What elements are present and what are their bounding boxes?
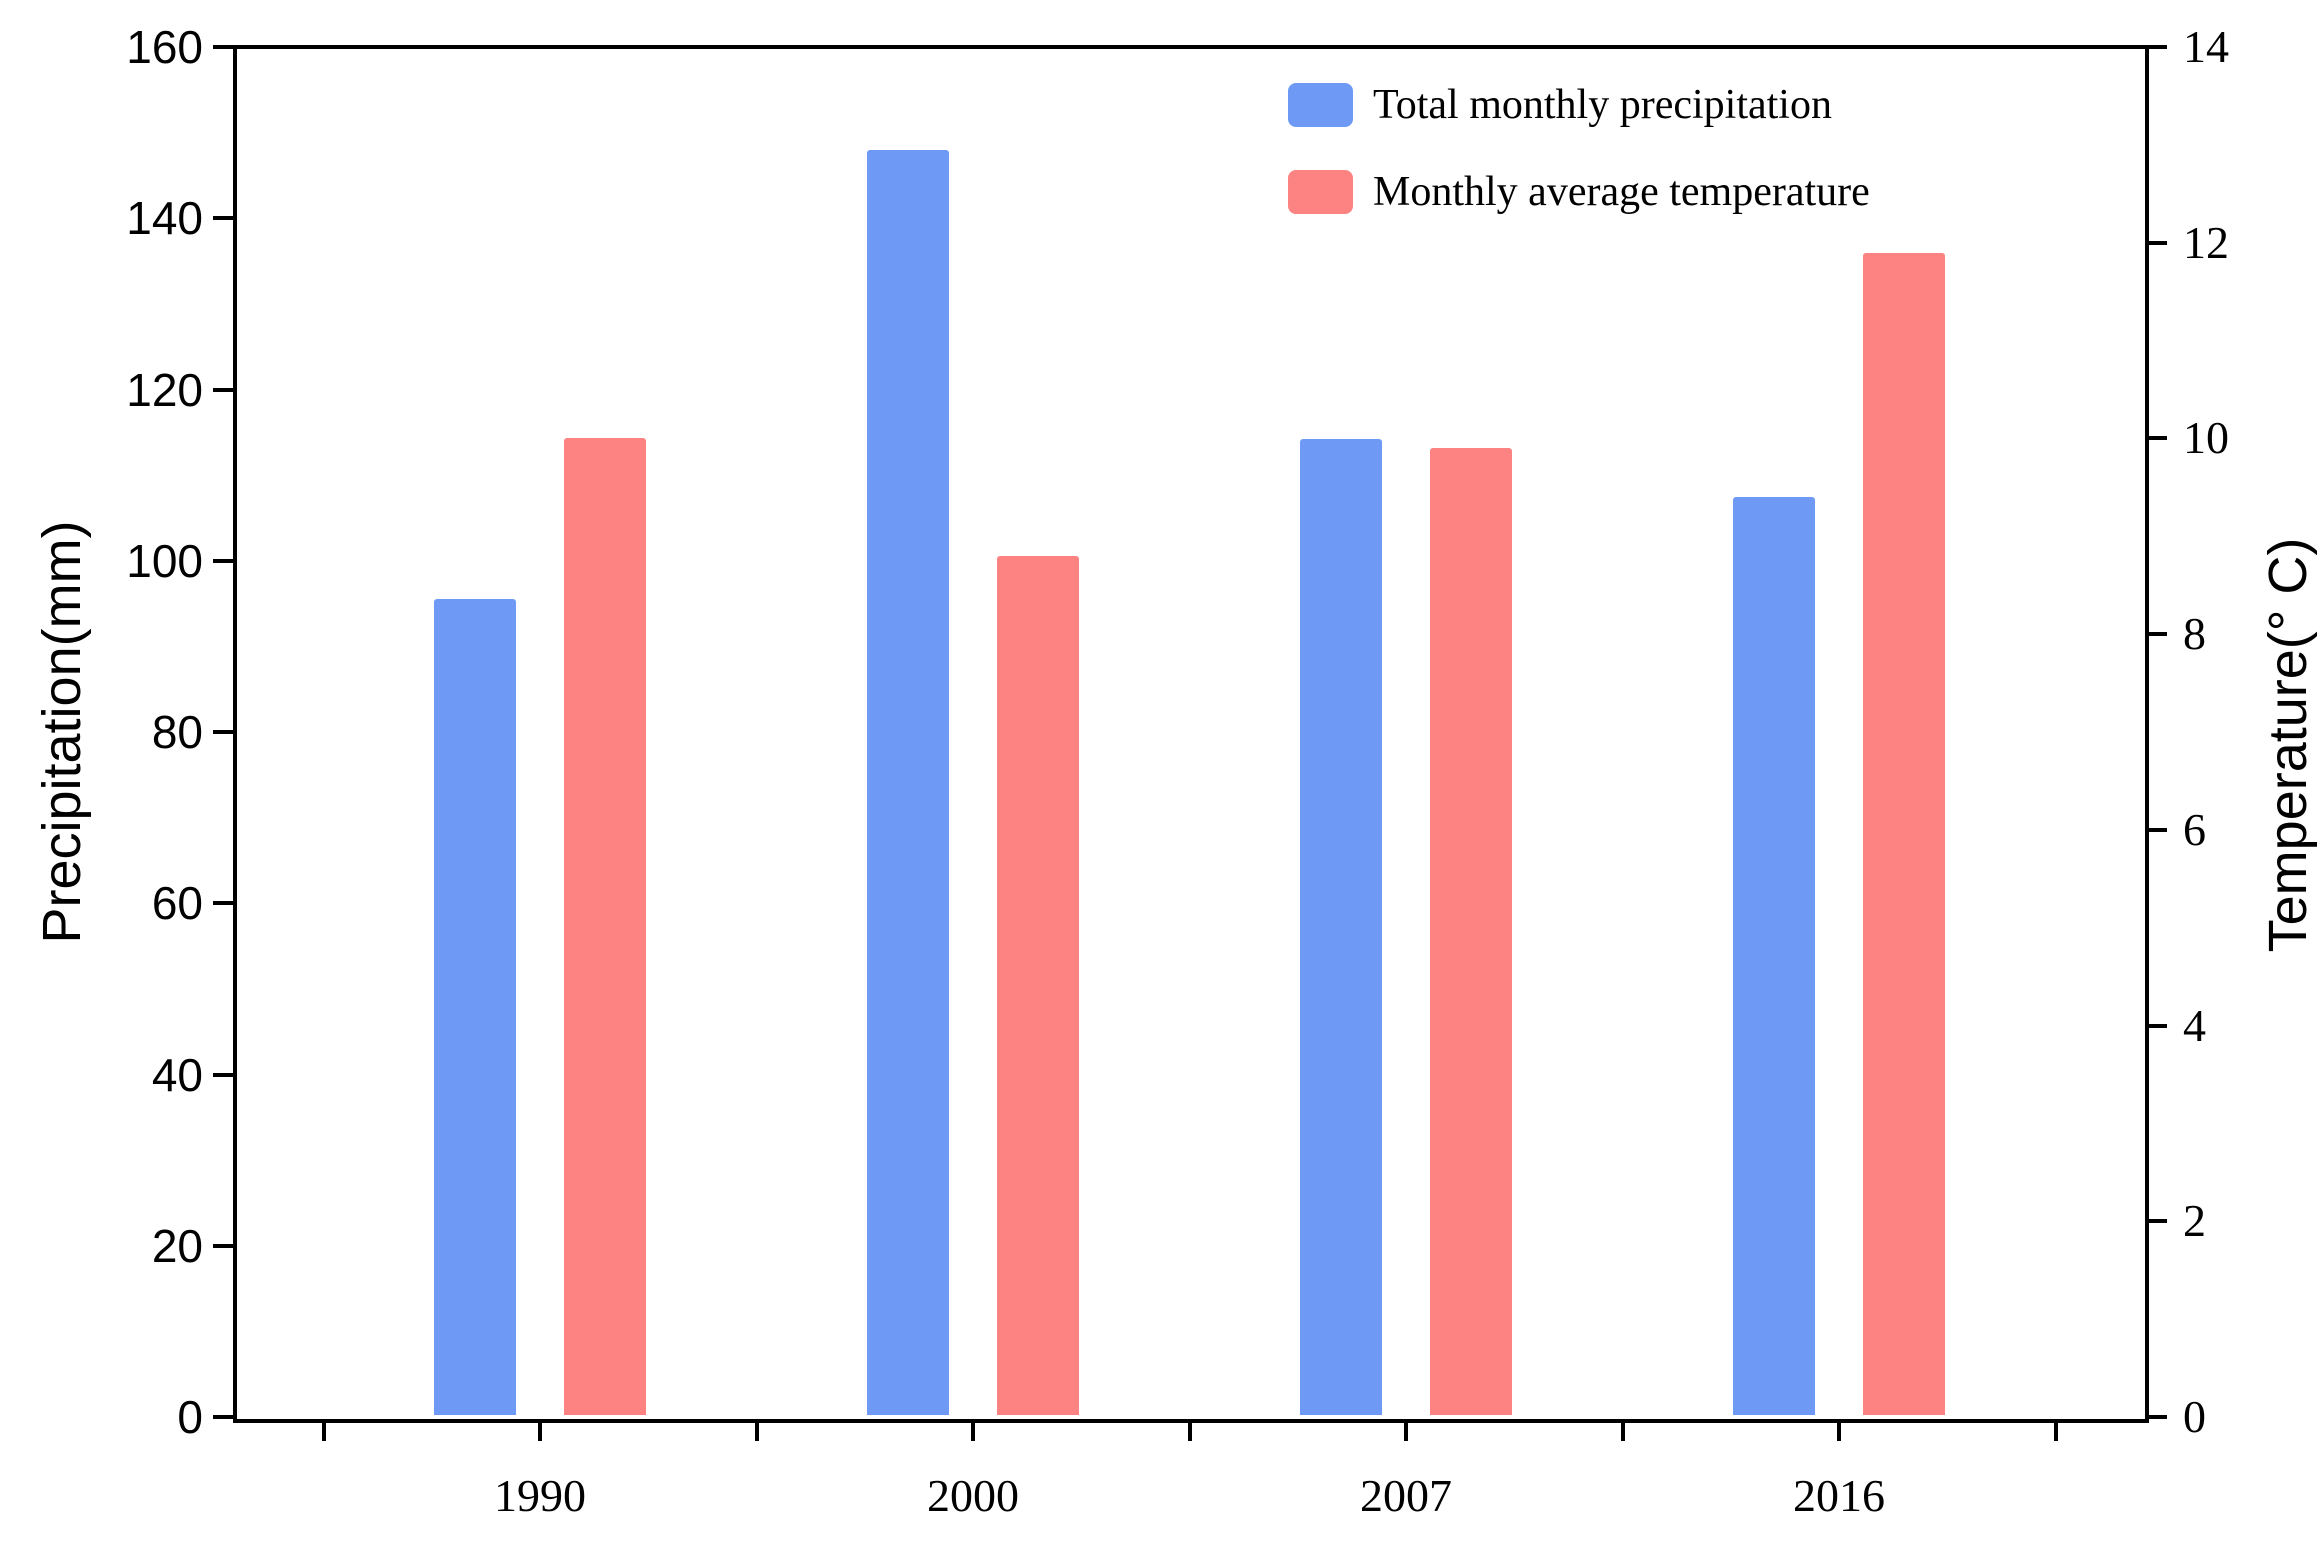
x-major-tick: [971, 1419, 975, 1441]
bar-precipitation-1990: [434, 599, 516, 1415]
legend-label: Monthly average temperature: [1373, 169, 1870, 215]
right-y-tick-label: 12: [2183, 216, 2229, 268]
left-y-tick-label: 20: [151, 1219, 203, 1272]
legend-swatch-precipitation: [1288, 83, 1353, 127]
x-minor-tick: [754, 1419, 759, 1441]
right-y-tick: [2145, 1415, 2167, 1419]
plot-area: [233, 45, 2149, 1423]
right-y-tick: [2145, 436, 2167, 441]
left-y-tick-label: 160: [126, 21, 203, 73]
x-minor-tick: [1620, 1419, 1625, 1441]
right-axis-title: Temperature(° C): [2258, 537, 2318, 953]
x-tick-label: 2000: [927, 1470, 1019, 1521]
left-y-tick: [213, 730, 235, 734]
left-y-tick: [213, 901, 235, 906]
left-y-tick-label: 80: [151, 706, 203, 758]
x-tick-label: 2016: [1793, 1470, 1885, 1521]
legend-row: Monthly average temperature: [1288, 169, 1870, 215]
left-y-tick: [213, 216, 235, 221]
left-y-tick: [213, 45, 235, 49]
left-y-tick-label: 100: [126, 534, 203, 587]
left-y-tick: [213, 1415, 235, 1419]
bar-precipitation-2016: [1733, 496, 1815, 1415]
right-y-tick: [2145, 827, 2167, 832]
x-tick-label: 1990: [494, 1470, 586, 1521]
x-minor-tick: [321, 1419, 326, 1441]
right-y-tick: [2145, 1219, 2167, 1224]
right-y-tick-label: 4: [2183, 999, 2206, 1051]
legend-label: Total monthly precipitation: [1373, 82, 1832, 128]
right-y-tick-label: 10: [2183, 412, 2229, 464]
x-major-tick: [1837, 1419, 1841, 1441]
right-y-tick-label: 0: [2183, 1391, 2206, 1442]
right-y-tick: [2145, 1023, 2167, 1028]
left-y-tick-label: 40: [151, 1048, 203, 1101]
x-tick-label: 2007: [1360, 1470, 1452, 1521]
left-y-tick: [213, 558, 235, 563]
x-minor-tick: [1187, 1419, 1192, 1441]
right-y-tick: [2145, 632, 2167, 637]
bar-temperature-2016: [1863, 252, 1945, 1415]
legend-swatch-temperature: [1288, 170, 1353, 214]
bar-temperature-2007: [1430, 448, 1512, 1415]
left-y-tick: [213, 387, 235, 392]
bar-precipitation-2007: [1300, 439, 1382, 1415]
bar-precipitation-2000: [867, 149, 949, 1415]
left-y-tick-label: 140: [126, 192, 203, 245]
left-axis-title: Precipitation(mm): [32, 520, 92, 944]
right-y-tick-label: 8: [2183, 608, 2206, 660]
legend-row: Total monthly precipitation: [1288, 82, 1832, 128]
x-major-tick: [1404, 1419, 1408, 1441]
left-y-tick-label: 60: [151, 877, 203, 930]
x-major-tick: [538, 1419, 542, 1441]
left-y-tick: [213, 1243, 235, 1248]
right-y-tick-label: 6: [2183, 803, 2206, 855]
right-y-tick-label: 2: [2183, 1195, 2206, 1247]
x-minor-tick: [2053, 1419, 2058, 1441]
left-y-tick: [213, 1072, 235, 1077]
bar-temperature-1990: [564, 438, 646, 1415]
left-y-tick-label: 0: [177, 1391, 203, 1443]
right-y-tick: [2145, 240, 2167, 245]
left-y-tick-label: 120: [126, 363, 203, 416]
right-y-tick-label: 14: [2183, 21, 2229, 72]
right-y-tick: [2145, 45, 2167, 49]
bar-temperature-2000: [997, 555, 1079, 1415]
